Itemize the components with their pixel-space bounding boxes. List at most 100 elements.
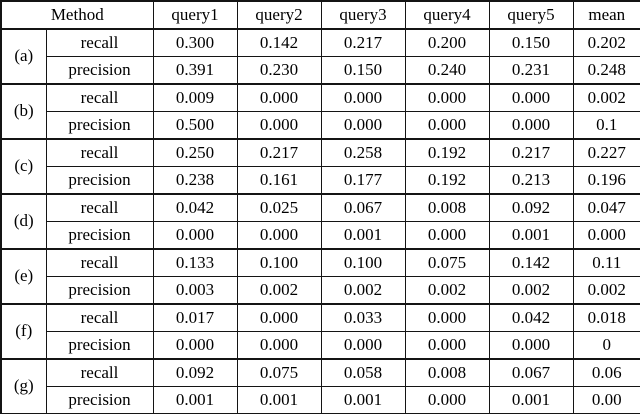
value-cell: 0.075 <box>404 248 490 277</box>
value-cell: 0.033 <box>320 303 406 332</box>
value-cell: 0.000 <box>236 111 322 140</box>
column-header-query2: query2 <box>236 0 322 30</box>
metric-label-cell: recall <box>45 193 154 222</box>
table-row: (a) recall 0.300 0.142 0.217 0.200 0.150 0.202 <box>0 28 640 85</box>
value-cell: 0.000 <box>320 83 406 112</box>
value-cell: 0.391 <box>152 56 238 85</box>
table-row: (d) recall 0.042 0.025 0.067 0.008 0.092 0.047 <box>0 193 640 250</box>
mean-value-cell: 0.002 <box>572 276 640 305</box>
mean-value-cell: 0.000 <box>572 221 640 250</box>
mean-value-cell: 0.227 <box>572 138 640 167</box>
value-cell: 0.142 <box>488 248 574 277</box>
value-cell: 0.092 <box>488 193 574 222</box>
value-cell: 0.192 <box>404 166 490 195</box>
value-cell: 0.001 <box>236 386 322 414</box>
column-header-query4: query4 <box>404 0 490 30</box>
mean-value-cell: 0 <box>572 331 640 360</box>
metric-label-cell: precision <box>45 276 154 305</box>
metric-label-cell: recall <box>45 28 154 57</box>
table-header-row: Method query1 query2 query3 query4 query… <box>0 0 640 30</box>
table-row: precision 0.003 0.002 0.002 0.002 0.002 0.002 <box>1 276 640 305</box>
mean-value-cell: 0.018 <box>572 303 640 332</box>
mean-value-cell: 0.06 <box>572 358 640 387</box>
method-group-label-cell: (e) <box>0 248 47 305</box>
value-cell: 0.000 <box>404 303 490 332</box>
value-cell: 0.001 <box>152 386 238 414</box>
metric-label-cell: precision <box>45 56 154 85</box>
value-cell: 0.217 <box>236 138 322 167</box>
metric-label-cell: recall <box>45 83 154 112</box>
mean-value-cell: 0.196 <box>572 166 640 195</box>
metric-label-cell: precision <box>45 166 154 195</box>
value-cell: 0.000 <box>488 331 574 360</box>
mean-value-cell: 0.00 <box>572 386 640 414</box>
value-cell: 0.000 <box>488 111 574 140</box>
value-cell: 0.000 <box>488 83 574 112</box>
value-cell: 0.100 <box>236 248 322 277</box>
method-group-label-cell: (b) <box>0 83 47 140</box>
value-cell: 0.258 <box>320 138 406 167</box>
metric-label-cell: precision <box>45 386 154 414</box>
value-cell: 0.000 <box>236 221 322 250</box>
method-group-label-cell: (g) <box>0 358 47 414</box>
table-row: precision 0.238 0.161 0.177 0.192 0.213 0.196 <box>1 166 640 195</box>
value-cell: 0.213 <box>488 166 574 195</box>
table-row: (c) recall 0.250 0.217 0.258 0.192 0.217 0.227 <box>0 138 640 195</box>
value-cell: 0.000 <box>404 111 490 140</box>
table-body: (a) recall 0.300 0.142 0.217 0.200 0.150 0.202 p… <box>0 28 640 414</box>
value-cell: 0.002 <box>404 276 490 305</box>
table-row: (e) recall 0.133 0.100 0.100 0.075 0.142 0.11 <box>0 248 640 305</box>
column-header-query1: query1 <box>152 0 238 30</box>
value-cell: 0.067 <box>488 358 574 387</box>
metric-label-cell: precision <box>45 221 154 250</box>
value-cell: 0.001 <box>320 221 406 250</box>
value-cell: 0.009 <box>152 83 238 112</box>
value-cell: 0.231 <box>488 56 574 85</box>
value-cell: 0.217 <box>488 138 574 167</box>
value-cell: 0.058 <box>320 358 406 387</box>
metric-label-cell: recall <box>45 138 154 167</box>
value-cell: 0.000 <box>404 386 490 414</box>
value-cell: 0.000 <box>236 303 322 332</box>
metric-label-cell: recall <box>45 358 154 387</box>
column-header-mean: mean <box>572 0 640 30</box>
table-row: (g) recall 0.092 0.075 0.058 0.008 0.067 0.06 <box>0 358 640 414</box>
method-group-label-cell: (a) <box>0 28 47 85</box>
value-cell: 0.300 <box>152 28 238 57</box>
value-cell: 0.133 <box>152 248 238 277</box>
metric-label-cell: precision <box>45 331 154 360</box>
value-cell: 0.002 <box>488 276 574 305</box>
value-cell: 0.142 <box>236 28 322 57</box>
table-row: precision 0.500 0.000 0.000 0.000 0.000 0.1 <box>1 111 640 140</box>
value-cell: 0.001 <box>488 386 574 414</box>
mean-value-cell: 0.1 <box>572 111 640 140</box>
value-cell: 0.177 <box>320 166 406 195</box>
metric-label-cell: recall <box>45 248 154 277</box>
table-row: precision 0.000 0.000 0.001 0.000 0.001 0.000 <box>1 221 640 250</box>
value-cell: 0.025 <box>236 193 322 222</box>
value-cell: 0.067 <box>320 193 406 222</box>
column-header-query3: query3 <box>320 0 406 30</box>
metric-label-cell: precision <box>45 111 154 140</box>
value-cell: 0.000 <box>404 83 490 112</box>
value-cell: 0.008 <box>404 358 490 387</box>
value-cell: 0.150 <box>320 56 406 85</box>
mean-value-cell: 0.11 <box>572 248 640 277</box>
value-cell: 0.042 <box>152 193 238 222</box>
value-cell: 0.500 <box>152 111 238 140</box>
metric-label-cell: recall <box>45 303 154 332</box>
value-cell: 0.008 <box>404 193 490 222</box>
value-cell: 0.002 <box>320 276 406 305</box>
method-header-cell: Method <box>0 0 154 30</box>
value-cell: 0.000 <box>404 331 490 360</box>
value-cell: 0.000 <box>320 111 406 140</box>
value-cell: 0.200 <box>404 28 490 57</box>
mean-value-cell: 0.202 <box>572 28 640 57</box>
table-row: precision 0.001 0.001 0.001 0.000 0.001 0.00 <box>1 386 640 414</box>
value-cell: 0.003 <box>152 276 238 305</box>
mean-value-cell: 0.002 <box>572 83 640 112</box>
value-cell: 0.092 <box>152 358 238 387</box>
value-cell: 0.238 <box>152 166 238 195</box>
table-row: (b) recall 0.009 0.000 0.000 0.000 0.000 0.002 <box>0 83 640 140</box>
